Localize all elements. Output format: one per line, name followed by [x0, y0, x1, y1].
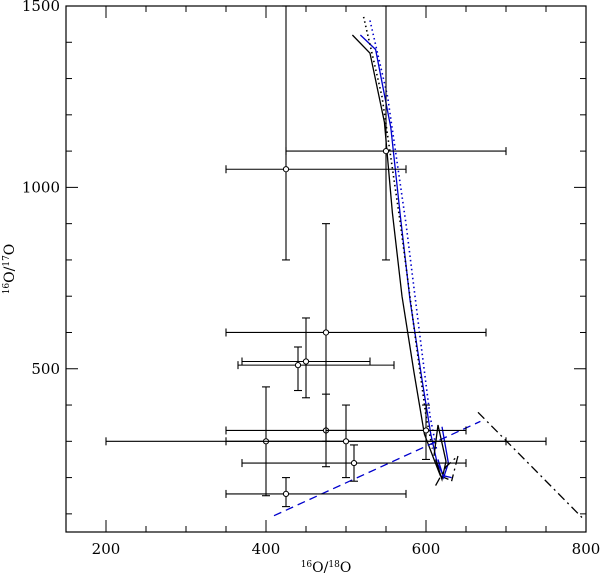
- model-line-dotted: [362, 16, 434, 449]
- point-marker: [302, 358, 310, 365]
- point-marker: [294, 362, 302, 369]
- y-tick-label: 1500: [22, 0, 60, 15]
- data-point: [225, 404, 547, 479]
- point-marker: [322, 329, 330, 336]
- data-point: [285, 5, 507, 261]
- axis-ticks: [65, 5, 587, 532]
- y-tick-label: 500: [31, 360, 60, 378]
- point-marker: [350, 459, 358, 467]
- model-line-solid: [437, 426, 450, 480]
- x-tick-label: 800: [572, 540, 600, 558]
- data-point: [241, 317, 371, 399]
- model-line-solid: [359, 34, 452, 479]
- tick-labels: 200 400 600 800 500 1000 1500: [22, 0, 600, 558]
- point-marker: [342, 438, 350, 445]
- data-point: [225, 5, 407, 261]
- point-marker: [382, 148, 390, 155]
- model-line-solid: [351, 34, 449, 480]
- data-point: [325, 404, 467, 460]
- model-line-dashdot: [477, 411, 583, 518]
- point-marker: [422, 427, 430, 434]
- data-point: [225, 223, 487, 442]
- data-point: [241, 444, 467, 482]
- point-marker: [282, 166, 290, 173]
- y-tick-label: 1000: [22, 178, 60, 196]
- data-point: [225, 477, 407, 508]
- y-axis-label: 16O/17O: [2, 244, 18, 295]
- model-line-dotted: [369, 20, 438, 449]
- plot-frame: [65, 5, 587, 533]
- point-marker: [282, 490, 290, 498]
- x-tick-label: 600: [412, 540, 441, 558]
- x-tick-label: 200: [92, 540, 121, 558]
- x-axis-label: 16O/18O: [301, 560, 352, 576]
- model-line-dashed: [273, 420, 481, 517]
- x-tick-label: 400: [252, 540, 281, 558]
- data-points: [105, 5, 547, 508]
- data-point: [237, 346, 395, 392]
- model-line-solid: [433, 424, 447, 482]
- model-lines: [273, 16, 583, 518]
